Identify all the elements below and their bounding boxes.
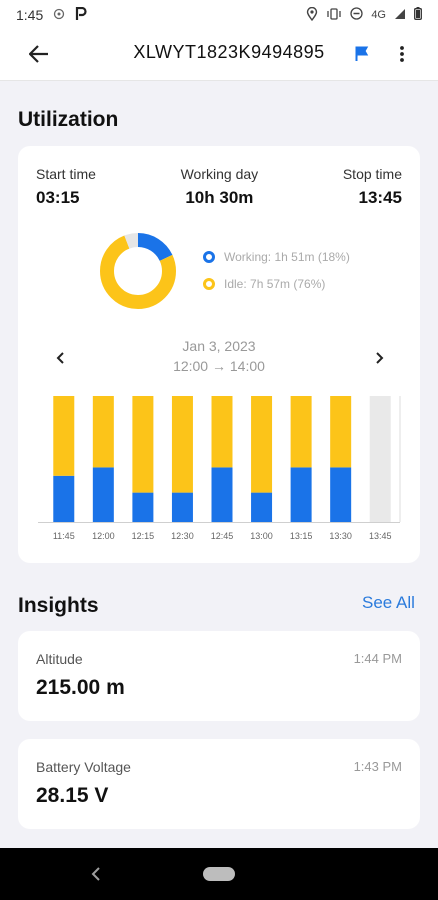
donut-slice-other <box>100 233 176 309</box>
bar-working <box>132 492 154 522</box>
idle-dot-icon <box>203 278 215 290</box>
arrow-left-icon <box>29 45 48 63</box>
x-tick-label: 13:15 <box>290 531 313 541</box>
bar-working <box>92 467 114 522</box>
battery-icon <box>414 7 422 23</box>
chevron-left-icon <box>56 352 64 364</box>
bar-idle <box>330 396 352 468</box>
x-tick-label: 12:15 <box>132 531 155 541</box>
bar-working <box>251 492 273 522</box>
x-tick-label: 12:00 <box>92 531 115 541</box>
insight-value: 28.15 V <box>36 784 109 807</box>
bar-idle <box>53 396 75 476</box>
bar-idle <box>211 396 233 468</box>
bar-working <box>171 492 193 522</box>
system-navigation-bar <box>0 848 438 900</box>
legend-working-label: Working: 1h 51m (18%) <box>224 250 350 264</box>
working-day-label: Working day <box>180 166 259 182</box>
start-time-value: 03:15 <box>36 188 80 207</box>
status-time: 1:45 <box>16 7 44 23</box>
more-vert-icon <box>400 46 404 62</box>
stop-time: Stop time 13:45 <box>343 166 402 208</box>
x-tick-label: 13:00 <box>250 531 273 541</box>
date-navigator: Jan 3, 2023 12:00 → 14:00 <box>18 336 420 380</box>
x-tick-label: 13:45 <box>369 531 392 541</box>
x-tick-label: 11:45 <box>53 531 75 541</box>
bar-idle <box>132 396 154 493</box>
x-tick-label: 13:30 <box>329 531 352 541</box>
insight-card-battery-voltage[interactable]: Battery Voltage 1:43 PM 28.15 V <box>18 739 420 829</box>
previous-period-button[interactable] <box>48 346 72 370</box>
back-button[interactable] <box>24 39 54 69</box>
utilization-bar-chart: 11:45 12:00 12:15 12:30 12:45 13:00 13:15 13:30… <box>38 396 401 541</box>
insight-card-altitude[interactable]: Altitude 1:44 PM 215.00 m <box>18 631 420 721</box>
bar-working <box>53 475 75 522</box>
location-icon <box>306 6 318 24</box>
status-bar: 1:45 4G <box>0 0 438 30</box>
insight-name: Altitude <box>36 651 83 667</box>
x-tick-label: 12:30 <box>171 531 194 541</box>
bar-working <box>290 467 312 522</box>
donut-slice-idle <box>100 233 176 309</box>
insight-time: 1:43 PM <box>353 759 402 774</box>
legend-idle: Idle: 7h 57m (76%) <box>203 277 350 291</box>
more-options-button[interactable] <box>390 40 414 68</box>
bar-idle <box>290 396 312 468</box>
working-day-value: 10h 30m <box>185 188 254 207</box>
next-period-button[interactable] <box>368 346 392 370</box>
flag-button[interactable] <box>350 40 374 68</box>
notification-icon <box>53 7 65 23</box>
working-dot-icon <box>203 251 215 263</box>
network-label: 4G <box>371 9 386 21</box>
insight-time: 1:44 PM <box>353 651 402 666</box>
donut-legend: Working: 1h 51m (18%) Idle: 7h 57m (76%) <box>203 250 350 304</box>
insight-value: 215.00 m <box>36 676 125 699</box>
flag-icon <box>355 46 369 61</box>
system-back-icon[interactable] <box>86 864 106 884</box>
signal-icon <box>394 8 406 23</box>
stop-time-label: Stop time <box>342 166 402 182</box>
utilization-title: Utilization <box>18 108 119 131</box>
app-bar: XLWYT1823K9494895 <box>0 30 438 80</box>
bar-idle <box>251 396 273 493</box>
system-home-pill[interactable] <box>203 867 235 881</box>
utilization-card: Start time 03:15 Working day 10h 30m Sto… <box>18 146 420 563</box>
bar-no-data <box>369 396 391 522</box>
parking-app-icon <box>75 6 87 24</box>
selected-date: Jan 3, 2023 <box>182 338 256 354</box>
legend-working: Working: 1h 51m (18%) <box>203 250 350 264</box>
x-tick-label: 12:45 <box>211 531 234 541</box>
bar-idle <box>92 396 114 468</box>
see-all-link[interactable]: See All <box>362 593 415 612</box>
stop-time-value: 13:45 <box>358 188 402 207</box>
time-summary: Start time 03:15 Working day 10h 30m Sto… <box>36 166 402 208</box>
bar-working <box>211 467 233 522</box>
insights-title: Insights <box>18 594 99 617</box>
insight-name: Battery Voltage <box>36 759 131 775</box>
vibrate-icon <box>326 7 342 23</box>
bar-idle <box>171 396 193 493</box>
legend-idle-label: Idle: 7h 57m (76%) <box>224 277 326 291</box>
start-time: Start time 03:15 <box>36 166 96 208</box>
dnd-icon <box>350 7 363 23</box>
selected-time-range: 12:00 → 14:00 <box>173 358 265 374</box>
utilization-donut-chart <box>100 233 176 309</box>
chevron-right-icon <box>376 352 384 364</box>
bar-working <box>330 467 352 522</box>
vehicle-id-title: XLWYT1823K9494895 <box>133 42 325 62</box>
date-range: Jan 3, 2023 12:00 → 14:00 <box>18 336 420 376</box>
working-day: Working day 10h 30m <box>181 166 259 208</box>
start-time-label: Start time <box>36 166 96 182</box>
